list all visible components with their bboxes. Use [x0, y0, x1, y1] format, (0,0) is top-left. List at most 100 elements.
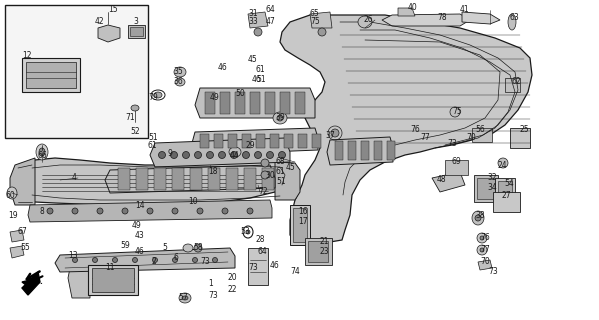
Text: 76: 76	[410, 125, 420, 134]
Text: 41: 41	[460, 5, 470, 14]
Text: 39: 39	[275, 114, 285, 123]
Text: 70: 70	[466, 133, 476, 142]
Ellipse shape	[480, 248, 484, 252]
Polygon shape	[22, 278, 38, 288]
Bar	[262, 168, 274, 190]
Text: 77: 77	[480, 245, 490, 254]
Text: 67: 67	[18, 228, 28, 236]
Text: 32: 32	[487, 173, 497, 182]
Bar	[280, 92, 290, 114]
Polygon shape	[10, 158, 35, 205]
Text: 49: 49	[132, 220, 142, 229]
Bar	[242, 134, 251, 148]
Text: 50: 50	[235, 90, 245, 99]
Bar	[26, 62, 76, 88]
Text: 52: 52	[130, 126, 140, 135]
Ellipse shape	[472, 211, 484, 225]
Bar	[495, 178, 515, 205]
Ellipse shape	[72, 208, 78, 214]
Text: 5: 5	[162, 244, 167, 252]
Text: 75: 75	[452, 108, 462, 116]
Text: 47: 47	[266, 18, 276, 27]
Text: 61: 61	[148, 140, 158, 149]
Polygon shape	[55, 248, 235, 272]
Ellipse shape	[318, 28, 326, 36]
Bar	[118, 168, 130, 190]
Ellipse shape	[131, 105, 139, 111]
Ellipse shape	[480, 236, 484, 240]
Text: 6: 6	[173, 253, 178, 262]
Text: 26: 26	[363, 15, 373, 25]
Text: 11: 11	[105, 263, 114, 273]
Text: 70: 70	[480, 258, 490, 267]
Text: 45: 45	[248, 55, 258, 65]
Text: 8: 8	[40, 207, 45, 217]
Ellipse shape	[122, 208, 128, 214]
Text: 45: 45	[286, 163, 296, 172]
Text: 27: 27	[502, 190, 512, 199]
Text: 71: 71	[125, 114, 135, 123]
Ellipse shape	[97, 208, 103, 214]
Text: 21: 21	[320, 237, 329, 246]
Polygon shape	[462, 12, 500, 24]
Ellipse shape	[254, 28, 262, 36]
Text: 51: 51	[276, 178, 286, 187]
Bar	[477, 178, 495, 199]
Bar	[293, 208, 307, 242]
Text: 59: 59	[120, 241, 130, 250]
Text: 9: 9	[168, 148, 173, 157]
Text: 37: 37	[325, 131, 335, 140]
Bar	[498, 181, 512, 202]
Bar	[154, 168, 166, 190]
Bar	[270, 134, 279, 148]
Text: 17: 17	[298, 218, 308, 227]
Ellipse shape	[243, 151, 250, 158]
Ellipse shape	[331, 129, 339, 137]
Polygon shape	[432, 172, 465, 192]
Bar	[312, 134, 321, 148]
Text: 1: 1	[208, 279, 213, 289]
Ellipse shape	[113, 258, 117, 262]
Text: 19: 19	[8, 211, 17, 220]
Text: 46: 46	[218, 63, 228, 73]
Text: 13: 13	[68, 251, 78, 260]
Ellipse shape	[247, 208, 253, 214]
Bar	[298, 134, 307, 148]
Bar	[348, 141, 356, 160]
Ellipse shape	[182, 296, 188, 300]
Bar	[228, 134, 237, 148]
Bar	[284, 134, 293, 148]
Text: 53: 53	[240, 228, 250, 236]
Polygon shape	[192, 128, 318, 155]
Text: 34: 34	[487, 183, 497, 193]
Ellipse shape	[92, 258, 98, 262]
Polygon shape	[105, 165, 275, 193]
Ellipse shape	[147, 208, 153, 214]
Ellipse shape	[261, 159, 269, 167]
Text: 57: 57	[178, 293, 187, 302]
Polygon shape	[398, 8, 415, 16]
Bar	[244, 168, 256, 190]
Ellipse shape	[179, 293, 191, 303]
Text: 64: 64	[258, 247, 268, 257]
Ellipse shape	[173, 258, 177, 262]
Text: 61: 61	[276, 167, 286, 177]
Ellipse shape	[192, 258, 198, 262]
Ellipse shape	[477, 233, 487, 243]
Ellipse shape	[72, 258, 77, 262]
Bar	[130, 27, 143, 36]
Bar	[248, 248, 268, 285]
Ellipse shape	[222, 208, 228, 214]
Text: 68: 68	[276, 157, 286, 166]
Polygon shape	[15, 158, 290, 205]
Text: 12: 12	[22, 51, 32, 60]
Polygon shape	[280, 15, 532, 242]
Ellipse shape	[183, 244, 193, 252]
Ellipse shape	[36, 144, 48, 160]
Text: 46: 46	[252, 76, 262, 84]
Text: 65: 65	[310, 9, 320, 18]
Text: 31: 31	[248, 9, 258, 18]
Ellipse shape	[219, 151, 225, 158]
Ellipse shape	[229, 147, 241, 157]
Bar	[474, 175, 498, 202]
